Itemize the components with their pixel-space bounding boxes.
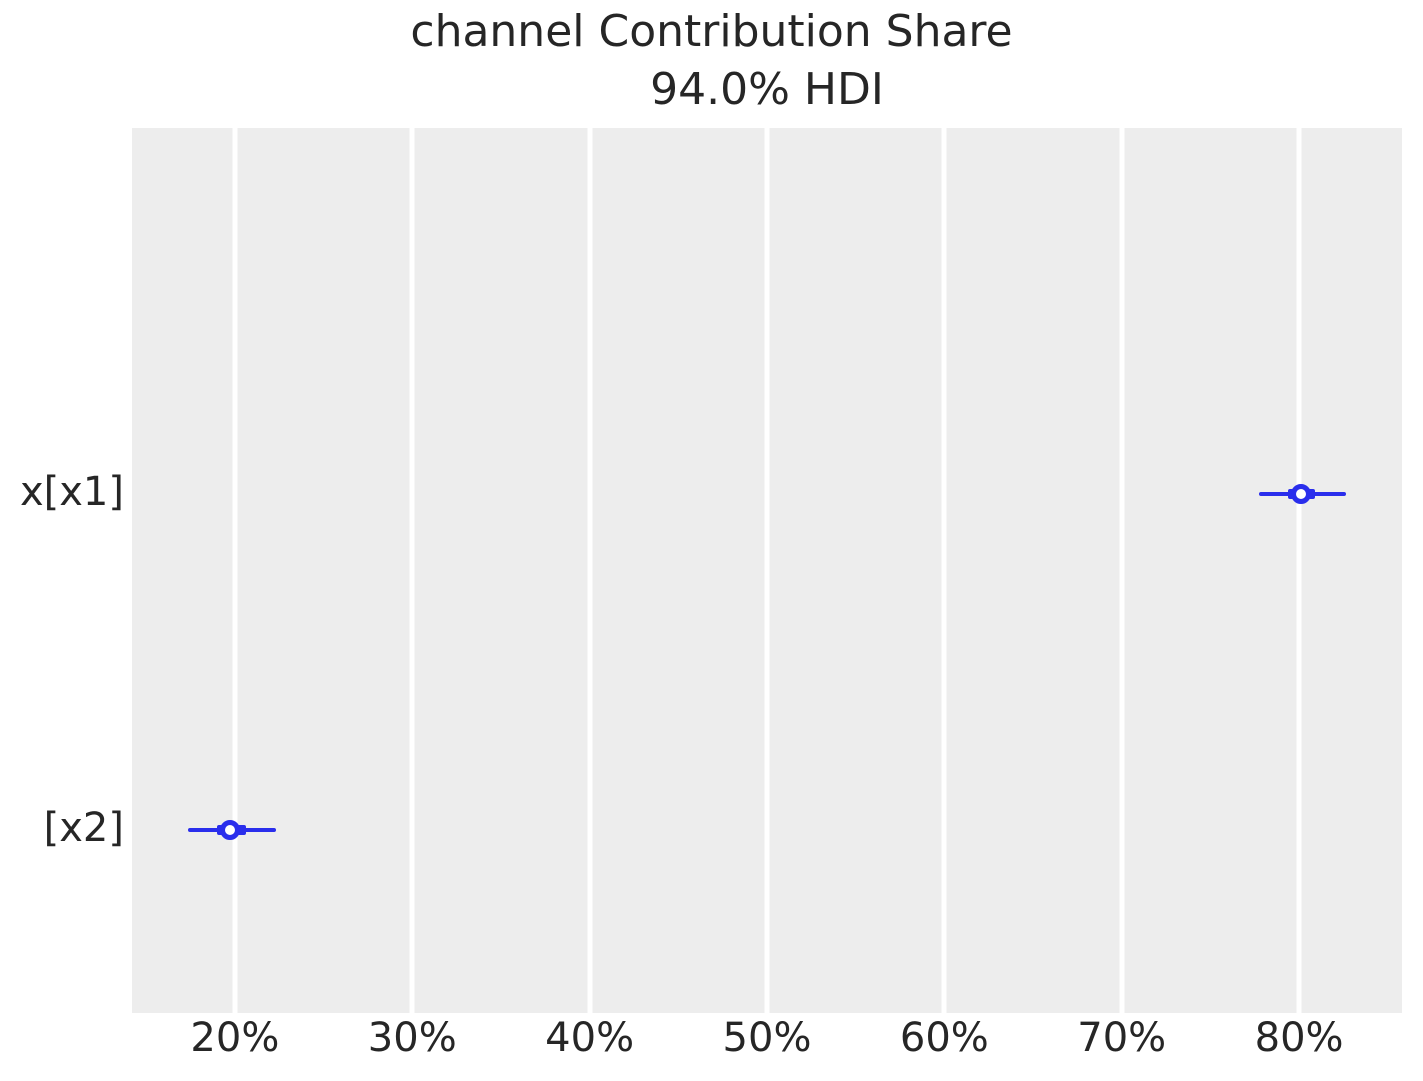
y-tick-label: [x2] (43, 804, 124, 851)
x-gridline (409, 128, 415, 1013)
x-gridline (1119, 128, 1125, 1013)
median-marker (1290, 484, 1311, 505)
axes-title-hdi: 94.0% HDI (650, 64, 884, 115)
x-tick-label: 20% (190, 1015, 280, 1061)
x-gridline (1296, 128, 1302, 1013)
plot-area (132, 128, 1402, 1013)
x-gridline (941, 128, 947, 1013)
x-tick-label: 80% (1254, 1015, 1344, 1061)
figure-title: channel Contribution Share (410, 6, 1013, 57)
x-tick-label: 60% (899, 1015, 989, 1061)
median-marker (220, 819, 241, 840)
x-gridline (587, 128, 593, 1013)
x-tick-label: 30% (367, 1015, 457, 1061)
x-tick-label: 40% (545, 1015, 635, 1061)
y-tick-label: x[x1] (19, 469, 124, 516)
x-tick-label: 50% (722, 1015, 812, 1061)
x-gridline (764, 128, 770, 1013)
x-tick-label: 70% (1077, 1015, 1167, 1061)
x-gridline (232, 128, 238, 1013)
